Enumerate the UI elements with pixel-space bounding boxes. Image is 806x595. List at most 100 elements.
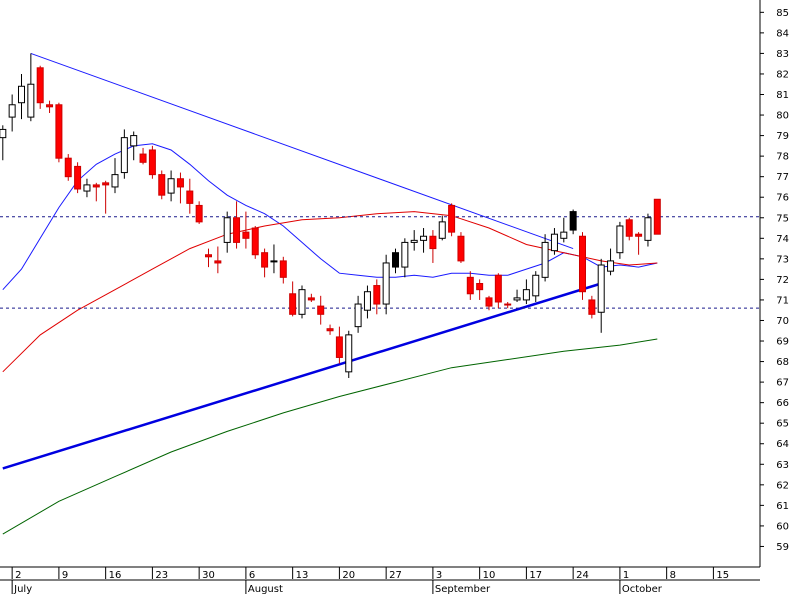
candle-body-38 [354,303,362,328]
candle-body-29 [270,260,278,263]
y-tick-label-62: 62 [776,480,789,491]
candle-body-17 [158,174,166,196]
x-tick-label-7: 20 [342,570,355,581]
candle-body-44 [410,239,418,243]
x-tick-label-14: 8 [670,570,676,581]
candle-body-2 [18,85,25,104]
candle-body-21 [195,204,203,223]
candle-body-43 [401,241,409,268]
x-axis: 2 9 16 23 30 6 13 20 27 3 10 17 24 1 8 15 July August Sept… [0,567,760,595]
y-tick-label-73: 73 [776,254,789,265]
month-label-1: August [248,584,283,595]
candle-body-32 [298,289,306,315]
candle-body-39 [363,291,371,311]
candle-body-67 [625,219,633,237]
candle-body-69 [644,217,652,241]
y-tick-label-63: 63 [776,460,789,471]
candle-body-16 [148,149,156,176]
candle-body-22 [205,254,212,258]
y-tick-label-69: 69 [776,337,789,348]
candle-body-28 [261,252,269,268]
trendline-0 [30,52,574,250]
candle-body-8 [74,165,82,190]
x-tick-label-10: 10 [483,570,496,581]
candle-body-14 [130,135,138,147]
y-tick-label-75: 75 [776,213,789,224]
candle-body-35 [326,328,334,332]
candle-body-37 [345,334,353,373]
y-tick-label-70: 70 [776,316,789,327]
y-tick-label-74: 74 [776,234,789,245]
x-tick-label-13: 1 [623,570,629,581]
y-tick-label-61: 61 [776,501,789,512]
x-tick-label-2: 16 [109,570,122,581]
candle-body-20 [186,190,194,204]
candle-body-40 [373,285,381,305]
candle-body-7 [64,157,72,178]
candle-body-4 [36,67,44,104]
candle-body-42 [392,252,399,268]
trendline-1 [2,282,602,470]
x-tick-label-15: 15 [716,570,729,581]
y-tick-label-77: 77 [776,172,789,183]
y-tick-label-85: 85 [776,8,789,19]
candle-body-61 [569,211,577,231]
candle-body-66 [616,225,624,254]
y-tick-label-72: 72 [776,275,789,286]
candle-body-46 [429,235,437,250]
y-tick-label-59: 59 [776,542,789,553]
candle-body-49 [457,235,465,262]
candle-body-53 [494,274,502,303]
candle-body-19 [176,178,184,188]
candle-body-10 [92,184,100,188]
candle-body-50 [466,276,474,295]
candle-body-1 [8,104,16,118]
y-tick-label-81: 81 [776,90,789,101]
month-label-2: September [435,584,491,595]
y-tick-label-76: 76 [776,193,789,204]
y-tick-label-66: 66 [776,398,789,409]
candle-body-58 [541,241,549,278]
y-tick-label-64: 64 [776,439,789,450]
candle-body-45 [420,235,428,241]
candle-body-62 [579,235,586,293]
moving-average-line-1 [2,211,658,373]
y-tick-label-67: 67 [776,378,789,389]
x-tick-label-4: 30 [202,570,215,581]
x-tick-label-0: 2 [15,570,21,581]
y-tick-label-84: 84 [776,28,789,39]
plot-background [0,0,760,567]
y-tick-label-80: 80 [776,111,789,122]
x-tick-label-6: 13 [296,570,309,581]
y-axis: 59 60 61 62 63 64 65 66 67 68 69 70 71 72 73 74 75 76 77 78… [760,8,789,553]
candle-body-55 [513,297,521,301]
candle-body-60 [560,231,568,239]
candle-body-65 [607,260,615,272]
candle-body-52 [485,297,493,307]
x-tick-label-3: 23 [155,570,168,581]
candle-body-12 [111,174,119,188]
candle-body-0 [0,128,7,139]
y-tick-label-71: 71 [776,295,789,306]
candle-body-68 [635,233,643,237]
candle-body-3 [27,83,35,118]
candle-body-51 [476,283,484,291]
candle-body-56 [522,289,530,301]
candle-body-15 [139,153,147,163]
candle-body-63 [588,299,596,315]
y-tick-label-83: 83 [776,49,789,60]
candle-body-47 [438,221,446,239]
moving-average-line-2 [2,338,658,535]
candle-body-57 [532,274,540,297]
x-tick-label-12: 24 [576,570,589,581]
y-tick-label-82: 82 [776,69,789,80]
y-tick-label-60: 60 [776,521,789,532]
y-tick-label-79: 79 [776,131,789,142]
candle-body-25 [233,217,241,243]
candle-body-70 [653,198,661,235]
candle-body-6 [55,104,63,159]
x-tick-label-5: 6 [249,570,255,581]
candle-body-31 [289,293,297,315]
month-label-0: July [13,584,32,595]
